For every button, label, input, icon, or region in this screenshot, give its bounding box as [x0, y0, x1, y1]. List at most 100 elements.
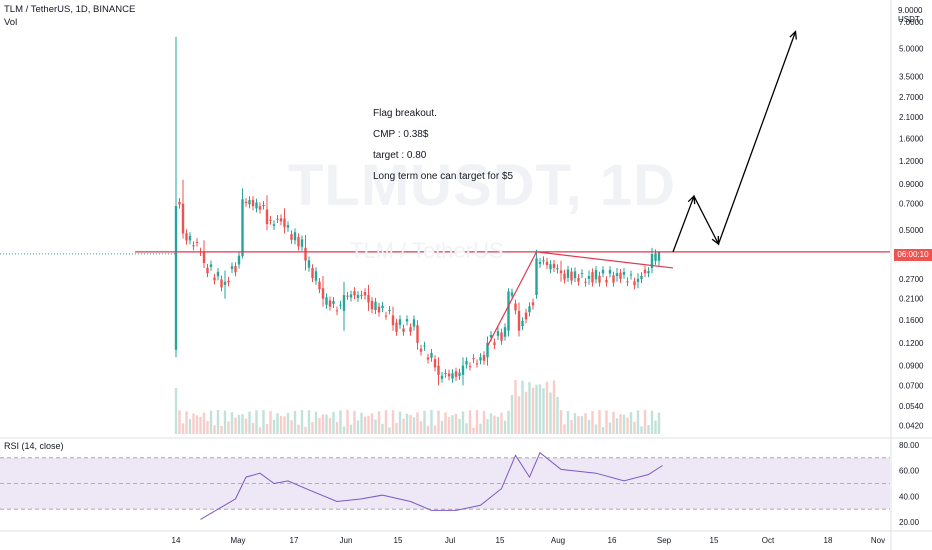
candle-body: [535, 258, 538, 295]
price-tick-label: 5.0000: [899, 45, 924, 54]
candle-body: [405, 319, 409, 322]
candle-body: [465, 361, 468, 365]
candle-body: [213, 277, 216, 281]
volume-bar: [643, 410, 647, 434]
volume-bar: [580, 416, 584, 434]
candle-body: [409, 327, 412, 332]
time-tick-label: 18: [824, 536, 833, 545]
candle-body: [496, 331, 500, 336]
candle-body: [542, 260, 545, 262]
candle-body: [486, 342, 489, 358]
annotation-line-2: CMP : 0.38$: [373, 129, 429, 140]
volume-bar: [342, 426, 346, 434]
volume-bar: [374, 419, 377, 434]
candle-body: [633, 281, 636, 286]
candle-body: [500, 332, 503, 341]
arrowhead-1: [687, 194, 696, 205]
volume-bar: [622, 414, 626, 434]
rsi-line: [200, 451, 663, 520]
time-tick-label: Jun: [340, 536, 353, 545]
candle-body: [223, 281, 227, 285]
candle-body: [311, 268, 314, 279]
candle-body: [608, 269, 612, 274]
candle-body: [454, 371, 458, 377]
candle-body: [636, 278, 640, 282]
candle-body: [381, 305, 384, 308]
volume-bar: [174, 388, 178, 434]
price-tick-top: 9.0000: [898, 6, 923, 15]
candle-body: [209, 264, 213, 267]
candle-body: [384, 315, 388, 317]
rsi-label[interactable]: RSI (14, close): [4, 441, 64, 451]
volume-bar: [395, 422, 398, 434]
time-tick-label: 17: [290, 536, 299, 545]
volume-series: [174, 380, 661, 434]
time-tick-label: 15: [394, 536, 403, 545]
volume-bar: [619, 414, 622, 434]
candle-body: [619, 272, 622, 279]
annotation-line-3: target : 0.80: [373, 150, 427, 161]
candle-body: [587, 276, 591, 279]
volume-bar: [640, 426, 643, 434]
candle-body: [332, 300, 335, 304]
time-tick-label: Jul: [445, 536, 455, 545]
price-tick-label: 0.1600: [899, 316, 924, 325]
volume-bar: [297, 424, 300, 434]
volume-bar: [377, 411, 381, 434]
candle-body: [314, 271, 318, 281]
watermark-ticker: TLMUSDT, 1D: [288, 153, 676, 218]
candle-body: [192, 245, 195, 247]
candle-body: [300, 239, 304, 247]
candle-body: [591, 272, 594, 283]
volume-bar: [528, 382, 531, 434]
candle-body: [185, 233, 188, 241]
candle-body: [528, 306, 531, 313]
volume-bar: [381, 423, 384, 434]
rsi-tick-label: 40.00: [899, 492, 920, 501]
time-tick-label: Nov: [871, 536, 885, 545]
price-tick-label: 3.5000: [899, 73, 924, 82]
price-tick-label: 0.0420: [899, 422, 924, 431]
currency-label: 9.0000 USDT: [898, 6, 922, 24]
volume-bar: [405, 413, 409, 434]
candle-body: [272, 224, 276, 226]
candle-body: [514, 303, 517, 311]
volume-bar: [503, 420, 507, 434]
candle-body: [227, 280, 230, 283]
candle-body: [472, 358, 475, 360]
candle-body: [237, 255, 241, 265]
volume-label[interactable]: Vol: [4, 17, 18, 28]
candle-body: [531, 302, 535, 306]
candle-body: [458, 372, 461, 376]
time-tick-label: Oct: [762, 536, 775, 545]
candle-body: [202, 251, 206, 263]
volume-bar: [234, 417, 237, 434]
rsi-tick-label: 80.00: [899, 441, 920, 450]
volume-bar: [535, 384, 538, 434]
volume-bar: [465, 423, 468, 434]
volume-bar: [426, 425, 430, 434]
volume-bar: [500, 412, 503, 434]
candle-body: [279, 218, 283, 222]
volume-bar: [472, 427, 475, 434]
price-tick-label: 0.1200: [899, 339, 924, 348]
candle-body: [451, 373, 454, 379]
volume-bar: [507, 410, 510, 434]
candle-body: [342, 295, 346, 311]
candle-body: [395, 322, 398, 332]
candle-body: [195, 241, 199, 243]
candle-body: [181, 203, 185, 234]
volume-bar: [216, 410, 220, 434]
candle-body: [353, 291, 356, 296]
candle-body: [461, 365, 465, 375]
candle-body: [643, 269, 647, 274]
candle-body: [598, 275, 601, 283]
time-tick-label: Sep: [657, 536, 672, 545]
volume-bar: [328, 417, 332, 434]
candle-body: [426, 357, 430, 360]
price-tick-label: 1.2000: [899, 157, 924, 166]
volume-bar: [360, 412, 363, 434]
candle-body: [489, 335, 493, 338]
symbol-title[interactable]: TLM / TetherUS, 1D, BINANCE: [4, 4, 136, 15]
